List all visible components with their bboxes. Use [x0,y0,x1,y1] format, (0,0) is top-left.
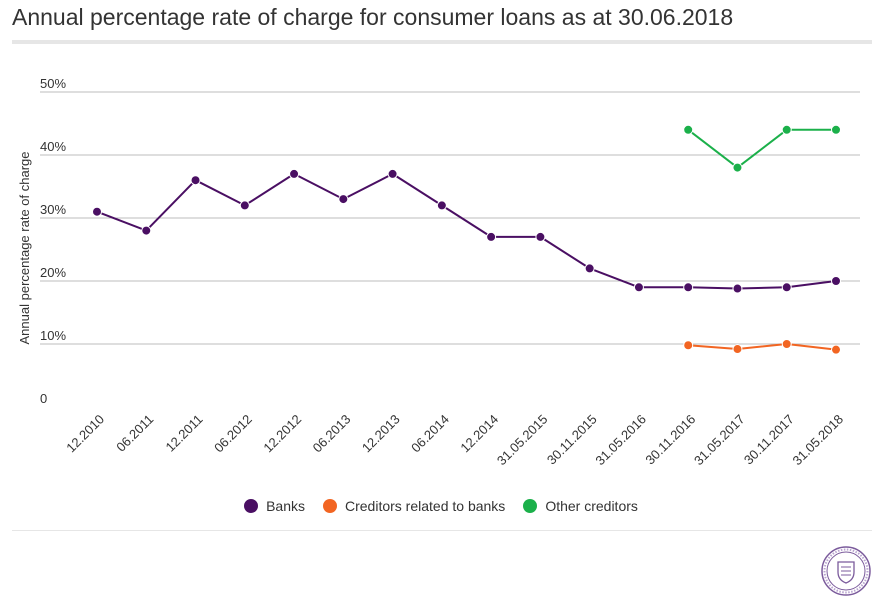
data-point-banks[interactable] [535,231,546,242]
x-tick-label: 30.11.2017 [741,412,797,468]
data-point-other-creditors[interactable] [683,124,694,135]
y-tick-label: 40% [40,139,66,154]
x-tick-label: 06.2011 [113,412,156,455]
legend-label: Creditors related to banks [345,498,506,514]
data-point-banks[interactable] [387,168,398,179]
x-tick-label: 30.11.2015 [544,412,600,468]
data-point-creditors-related-to-banks[interactable] [683,340,694,351]
x-tick-label: 31.05.2018 [789,412,846,469]
seal-icon [821,546,871,596]
x-tick-label: 31.05.2015 [494,412,551,469]
series-points [92,124,841,355]
x-tick-label: 12.2014 [457,412,501,456]
legend-marker [523,499,538,513]
data-point-creditors-related-to-banks[interactable] [732,344,743,355]
legend-label: Other creditors [545,498,638,514]
legend-item[interactable]: Creditors related to banks [323,498,505,514]
data-point-other-creditors[interactable] [781,124,792,135]
data-point-banks[interactable] [436,200,447,211]
data-point-banks[interactable] [633,282,644,293]
legend-label: Banks [266,498,305,514]
data-point-banks[interactable] [781,282,792,293]
data-point-creditors-related-to-banks[interactable] [831,344,841,355]
series-line-creditors-related-to-banks [688,343,837,351]
y-tick-label: 0 [40,391,47,406]
series-lines [96,128,837,351]
x-tick-label: 06.2014 [408,412,452,456]
legend-marker [323,499,337,513]
data-point-other-creditors[interactable] [831,124,841,135]
data-point-banks[interactable] [831,276,841,286]
x-tick-label: 30.11.2016 [642,412,698,468]
data-point-banks[interactable] [584,263,595,274]
y-axis-label: Annual percentage rate of charge [17,152,32,345]
x-tick-label: 12.2012 [260,412,304,456]
y-tick-labels: 0 10% 20% 30% 40% 50% [40,76,66,406]
legend-item[interactable]: Banks [244,498,305,514]
x-tick-label: 06.2012 [211,412,255,456]
data-point-banks[interactable] [141,225,152,236]
y-tick-label: 10% [40,328,66,343]
x-tick-label: 31.05.2016 [592,412,649,469]
data-point-other-creditors[interactable] [732,162,743,173]
legend: Banks Creditors related to banks Other cre… [0,498,882,514]
data-point-banks[interactable] [190,175,201,186]
grid-lines [40,91,860,345]
chart-plot: 010%20%30%40%50% 12.2010 06.2011 12.2011 06… [17,76,860,469]
x-tick-label: 12.2013 [359,412,403,456]
data-point-banks[interactable] [92,206,102,217]
legend-marker [244,499,259,513]
chart-title: Annual percentage rate of charge for con… [12,4,734,30]
x-tick-label: 31.05.2017 [691,412,748,469]
x-tick-labels: 12.2010 06.2011 12.2011 06.2012 12.2012 06.20… [63,412,846,469]
x-tick-label: 12.2010 [63,412,107,456]
series-line-banks [96,172,837,290]
data-point-banks[interactable] [338,194,349,205]
x-tick-label: 06.2013 [310,412,354,456]
series-line-other-creditors [687,128,836,169]
data-point-banks[interactable] [486,231,497,242]
data-point-creditors-related-to-banks[interactable] [781,339,792,349]
y-tick-label: 20% [40,265,66,280]
data-point-banks[interactable] [239,200,250,211]
legend-item[interactable]: Other creditors [523,498,638,514]
data-point-banks[interactable] [732,283,743,294]
data-point-banks[interactable] [683,282,694,293]
footer-divider [12,530,872,531]
y-tick-label: 50% [40,76,66,91]
x-tick-label: 12.2011 [162,412,205,455]
title-divider [12,40,872,44]
data-point-banks[interactable] [289,168,300,179]
y-tick-label: 30% [40,202,66,217]
